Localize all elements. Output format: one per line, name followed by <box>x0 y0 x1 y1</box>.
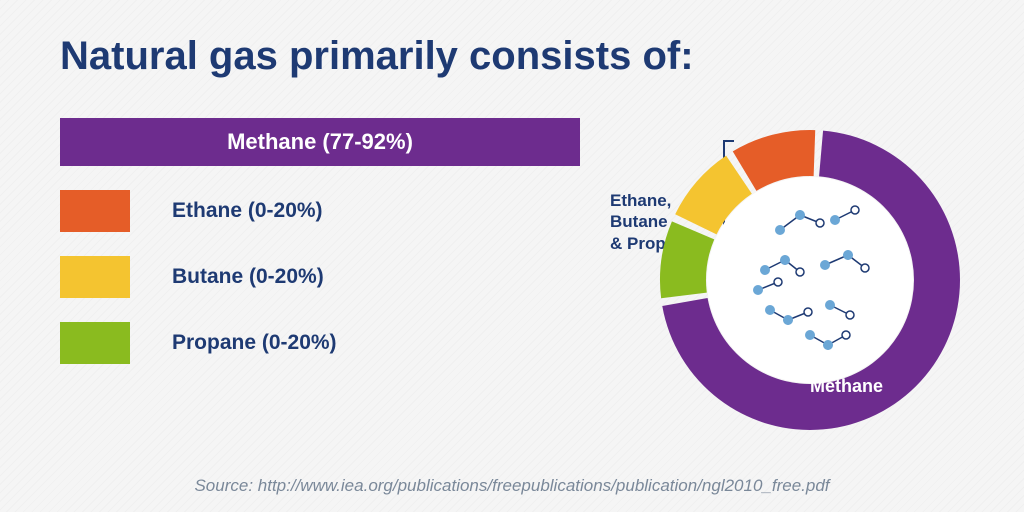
legend-label: Propane (0-20%) <box>172 331 337 355</box>
donut-center-label: Methane <box>810 376 883 397</box>
swatch-propane <box>60 322 130 364</box>
source-citation: Source: http://www.iea.org/publications/… <box>0 476 1024 496</box>
legend-row-ethane: Ethane (0-20%) <box>60 190 580 232</box>
legend-row-butane: Butane (0-20%) <box>60 256 580 298</box>
methane-bar: Methane (77-92%) <box>60 118 580 166</box>
legend: Methane (77-92%) Ethane (0-20%) Butane (0-… <box>60 118 580 388</box>
swatch-butane <box>60 256 130 298</box>
swatch-ethane <box>60 190 130 232</box>
legend-label: Ethane (0-20%) <box>172 199 323 223</box>
legend-row-propane: Propane (0-20%) <box>60 322 580 364</box>
page-title: Natural gas primarily consists of: <box>60 34 694 79</box>
legend-label: Butane (0-20%) <box>172 265 324 289</box>
